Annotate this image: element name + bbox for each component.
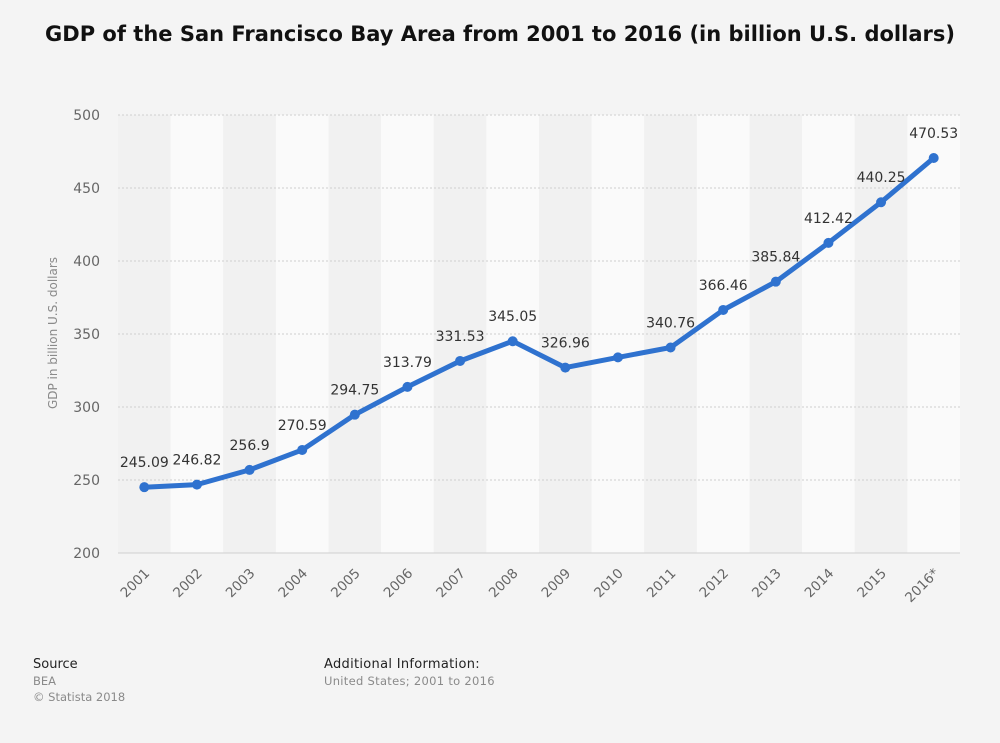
- data-label: 345.05: [488, 309, 537, 325]
- data-point[interactable]: [770, 276, 781, 287]
- data-point[interactable]: [402, 381, 413, 392]
- data-point[interactable]: [191, 479, 202, 490]
- data-label: 470.53: [909, 126, 958, 142]
- data-label: 366.46: [699, 278, 748, 294]
- x-tick-label: 2010: [591, 566, 627, 602]
- data-point[interactable]: [507, 336, 518, 347]
- x-tick-label: 2014: [802, 566, 838, 602]
- data-point[interactable]: [718, 304, 729, 315]
- data-label: 340.76: [646, 315, 695, 331]
- data-point[interactable]: [560, 362, 571, 373]
- y-tick-label: 500: [73, 108, 100, 124]
- series-gdp: [141, 155, 937, 490]
- data-points: [139, 153, 939, 493]
- x-tick-label: 2007: [433, 566, 469, 602]
- y-tick-label: 450: [73, 181, 100, 197]
- source-text: BEA: [33, 674, 57, 688]
- x-axis-tick-labels: 2001 2002 2003 2004 2005 2006 2007 2008 2009 2010…: [118, 565, 943, 606]
- data-label: 385.84: [751, 250, 800, 266]
- data-point[interactable]: [139, 482, 150, 493]
- chart-title: GDP of the San Francisco Bay Area from 2…: [45, 22, 955, 46]
- additional-info-heading: Additional Information:: [324, 657, 480, 672]
- source-heading: Source: [33, 657, 78, 672]
- y-tick-label: 350: [73, 327, 100, 343]
- source-section: Source BEA © Statista 2018: [33, 657, 125, 705]
- y-tick-label: 300: [73, 400, 100, 416]
- x-tick-label: 2009: [539, 566, 575, 602]
- x-tick-label: 2002: [170, 566, 206, 602]
- additional-info-text: United States; 2001 to 2016: [324, 674, 495, 688]
- x-tick-label: 2006: [381, 566, 417, 602]
- x-tick-label: 2008: [486, 566, 522, 602]
- data-point[interactable]: [455, 355, 466, 366]
- x-tick-label: 2001: [118, 566, 154, 602]
- y-tick-label: 250: [73, 473, 100, 489]
- data-label: 440.25: [857, 170, 906, 186]
- data-point[interactable]: [928, 153, 939, 164]
- data-label: 270.59: [278, 418, 327, 434]
- y-axis-tick-labels: 200 250 300 350 400 450 500: [73, 108, 100, 562]
- data-point[interactable]: [612, 352, 623, 363]
- x-tick-label: 2015: [854, 566, 890, 602]
- data-point[interactable]: [823, 237, 834, 248]
- data-point[interactable]: [876, 197, 887, 208]
- data-point[interactable]: [349, 409, 360, 420]
- data-label: 412.42: [804, 211, 853, 227]
- y-tick-label: 400: [73, 254, 100, 270]
- x-tick-label: 2013: [749, 566, 785, 602]
- data-point[interactable]: [244, 464, 255, 475]
- x-tick-label: 2011: [644, 566, 680, 602]
- additional-info-section: Additional Information: United States; 2…: [324, 657, 495, 689]
- copyright-text: © Statista 2018: [33, 690, 126, 704]
- data-label: 294.75: [330, 383, 379, 399]
- data-label: 331.53: [436, 329, 485, 345]
- x-tick-label: 2016*: [902, 565, 943, 606]
- data-point[interactable]: [665, 342, 676, 353]
- x-tick-label: 2012: [696, 566, 732, 602]
- data-label: 256.9: [230, 438, 270, 454]
- gridlines: [118, 114, 960, 554]
- series-line: [141, 155, 937, 490]
- x-tick-label: 2004: [275, 566, 311, 602]
- y-axis-title: GDP in billion U.S. dollars: [46, 257, 60, 409]
- x-tick-label: 2005: [328, 566, 364, 602]
- data-label: 313.79: [383, 355, 432, 371]
- data-label: 326.96: [541, 336, 590, 352]
- x-tick-label: 2003: [223, 566, 259, 602]
- data-labels: 245.09 246.82 256.9 270.59 294.75313.79331.5…: [120, 126, 958, 471]
- data-point[interactable]: [297, 444, 308, 455]
- data-label: 246.82: [172, 453, 221, 469]
- data-label: 245.09: [120, 455, 169, 471]
- y-tick-label: 200: [73, 546, 100, 562]
